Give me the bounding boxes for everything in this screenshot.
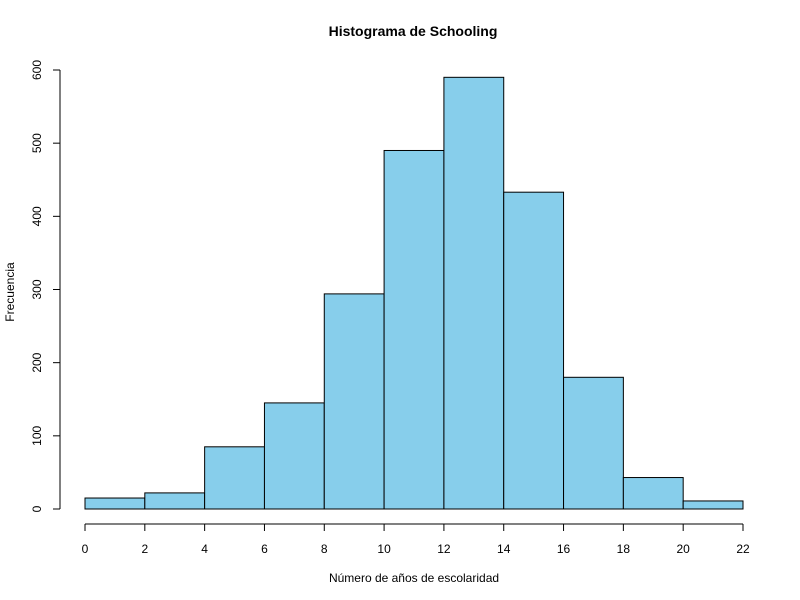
x-tick-label: 0	[82, 542, 89, 556]
histogram-bar	[682, 500, 744, 510]
x-tick-label: 20	[677, 542, 691, 556]
x-tick-label: 22	[736, 542, 750, 556]
histogram-bar	[443, 76, 505, 510]
y-tick-label: 0	[30, 505, 44, 512]
x-tick-label: 10	[377, 542, 391, 556]
x-axis-label: Número de años de escolaridad	[329, 571, 499, 585]
chart-title: Histograma de Schooling	[329, 23, 498, 39]
histogram-bar	[263, 402, 325, 510]
x-tick-label: 6	[261, 542, 268, 556]
histogram-bar	[204, 446, 265, 510]
histogram-bar	[84, 497, 146, 510]
bars-group	[84, 76, 744, 510]
x-tick-label: 8	[321, 542, 328, 556]
y-tick-label: 600	[30, 60, 44, 80]
x-axis: 0 2 4 6 8 10 12 14 16 18 20 22	[82, 523, 750, 556]
y-tick-label: 100	[30, 426, 44, 446]
histogram-bar	[622, 477, 684, 510]
y-axis: 0 100 200 300 400 500 600	[30, 60, 61, 512]
x-tick-label: 2	[141, 542, 148, 556]
histogram-bar	[503, 191, 565, 510]
x-tick-label: 16	[557, 542, 571, 556]
y-axis-label: Frecuencia	[3, 262, 17, 322]
histogram-bar	[323, 293, 385, 510]
histogram-bar	[383, 149, 445, 510]
y-tick-label: 500	[30, 133, 44, 153]
y-tick-label: 300	[30, 279, 44, 299]
histogram-bar	[563, 376, 624, 510]
histogram-bar	[144, 492, 206, 510]
x-tick-label: 12	[437, 542, 451, 556]
x-tick-label: 4	[201, 542, 208, 556]
x-tick-label: 14	[497, 542, 511, 556]
y-tick-label: 200	[30, 352, 44, 372]
y-tick-label: 400	[30, 206, 44, 226]
x-tick-label: 18	[617, 542, 631, 556]
